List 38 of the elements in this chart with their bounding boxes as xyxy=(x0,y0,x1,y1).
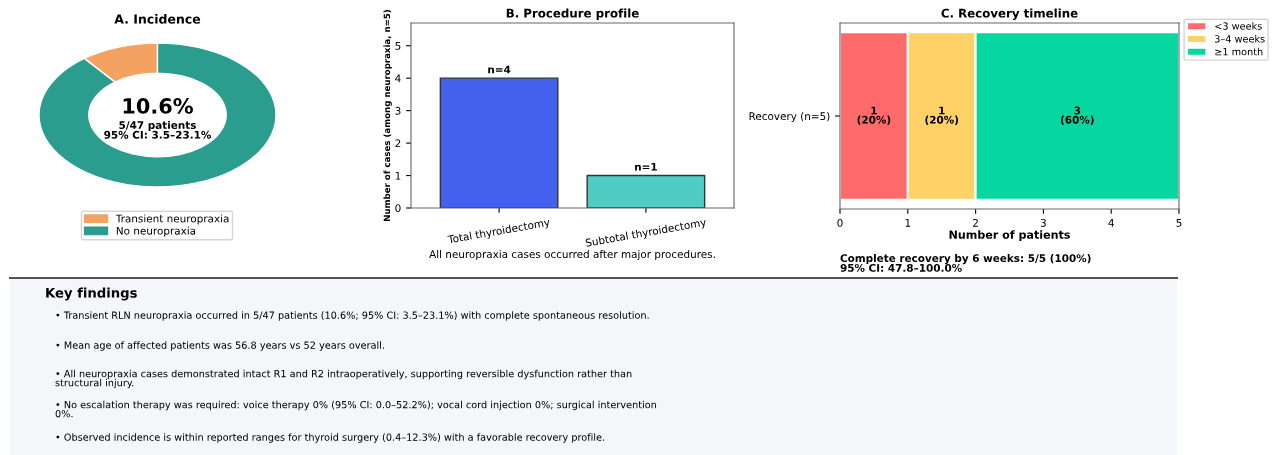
x-tick-label: 5 xyxy=(1176,219,1182,227)
data-label: n=4 xyxy=(488,65,511,74)
x-tick-label: 0 xyxy=(837,218,843,227)
x-axis-title: Number of patients xyxy=(949,230,1070,241)
y-axis-title: Number of cases (among neuropraxia, n=5) xyxy=(383,9,392,221)
y-tick-label: 4 xyxy=(395,74,401,83)
chart-title: B. Procedure profile xyxy=(506,8,639,20)
legend-label: ≥1 month xyxy=(1215,47,1263,56)
text: All neuropraxia cases occurred after major procedures. xyxy=(429,250,715,261)
legend-label: Transient neuropraxia xyxy=(115,214,229,225)
text: 10.6% xyxy=(123,98,193,114)
data-label: 3 (60%) xyxy=(1060,106,1094,125)
legend-label: No neuropraxia xyxy=(116,226,196,237)
text: • Mean age of affected patients was 56.8 years vs 52 years overall. xyxy=(56,341,384,351)
y-tick-label: Recovery (n=5) xyxy=(749,112,830,123)
data-label: n=1 xyxy=(635,163,657,171)
x-tick-label: 2 xyxy=(973,218,978,227)
x-tick-label: 3 xyxy=(1040,218,1046,227)
text: • No escalation therapy was required: voice therapy 0% (95% CI: 0.0–52.2%); vocal cord injection 0%; surgical intervention 0%. xyxy=(55,400,657,418)
legend-label: 3–4 weeks xyxy=(1214,35,1265,43)
text: • Observed incidence is within reported ranges for thyroid surgery (0.4–12.3%) with a favorable recovery profile. xyxy=(56,433,605,443)
text: Complete recovery by 6 weeks: 5/5 (100%) 95% CI: 47.8–100.0% xyxy=(840,254,1091,272)
y-tick-label: 2 xyxy=(395,139,401,148)
text: • Transient RLN neuropraxia occurred in 5/47 patients (10.6%; 95% CI: 3.5–23.1%) with complete spontaneous resolution. xyxy=(56,311,649,321)
y-tick-label: 5 xyxy=(395,42,401,50)
y-tick-label: 3 xyxy=(395,106,401,115)
text: Key findings xyxy=(46,287,137,301)
y-tick-label: 1 xyxy=(395,171,401,180)
chart-title: C. Recovery timeline xyxy=(941,8,1078,20)
text: • All neuropraxia cases demonstrated intact R1 and R2 intraoperatively, supporting reversible dysfunction rather than structural injury. xyxy=(55,369,632,389)
text: 5/47 patients 95% CI: 3.5–23.1% xyxy=(104,120,212,139)
chart-title: A. Incidence xyxy=(114,14,201,24)
data-label: 1 (20%) xyxy=(857,106,891,125)
legend-label: <3 weeks xyxy=(1215,22,1262,30)
x-tick-label: 1 xyxy=(905,219,911,227)
y-tick-label: 0 xyxy=(395,204,401,213)
x-tick-label: 4 xyxy=(1108,219,1114,227)
data-label: 1 (20%) xyxy=(925,106,959,125)
